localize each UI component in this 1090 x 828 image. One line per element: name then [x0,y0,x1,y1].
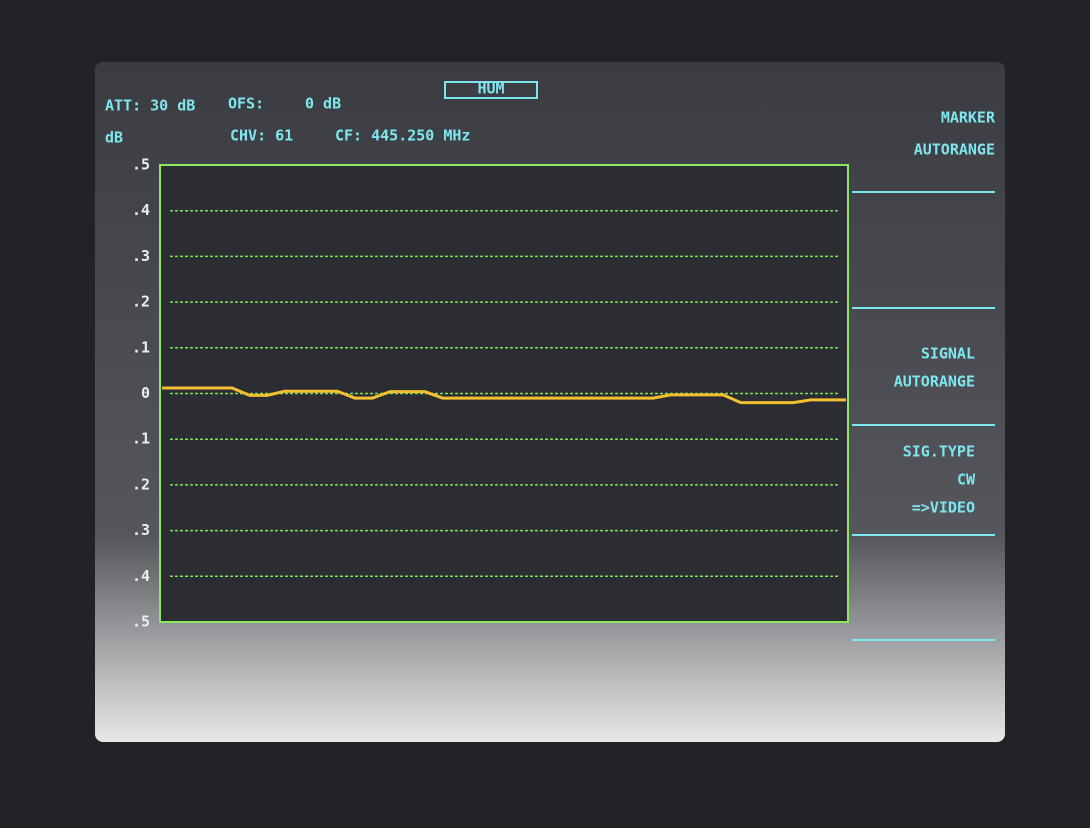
softkey-label[interactable]: SIGNAL [921,345,975,363]
plot-frame [159,164,849,623]
y-tick-label: .4 [132,567,150,585]
softkey-label[interactable]: AUTORANGE [894,373,975,391]
softkey-label[interactable]: MARKER [941,109,996,127]
softkey-label[interactable]: CW [957,471,976,489]
y-tick-label: .5 [132,156,150,174]
y-tick-label: .1 [132,430,150,448]
offset-value: 0 dB [305,95,341,113]
attenuation: ATT: 30 dB [105,97,195,115]
y-tick-label: 0 [141,384,150,402]
softkey-label[interactable]: =>VIDEO [912,499,975,517]
mode-box [444,81,538,99]
y-tick-label: .3 [132,521,150,539]
trace [162,386,846,405]
softkeys: MARKER AUTORANGE SIGNAL AUTORANGE SIG.TYPE CW… [852,109,996,641]
y-tick-label: .1 [132,338,150,356]
y-tick-label: .2 [132,475,150,493]
softkey-label[interactable]: AUTORANGE [914,141,995,159]
y-tick-label: .3 [132,247,150,265]
mode: HUM [477,80,504,98]
y-tick-label: .2 [132,293,150,311]
plot: .5 .4 .3 .2 .1 0 .1 .2 .3 .4 .5 [132,156,849,631]
offset: OFS: [228,95,264,113]
y-tick-label: .4 [132,201,150,219]
y-tick-label: .5 [132,613,150,631]
center-frequency: CF: 445.250 MHz [335,127,470,145]
channel: CHV: 61 [230,127,293,145]
unit: dB [105,129,123,147]
softkey-label[interactable]: SIG.TYPE [903,443,975,461]
